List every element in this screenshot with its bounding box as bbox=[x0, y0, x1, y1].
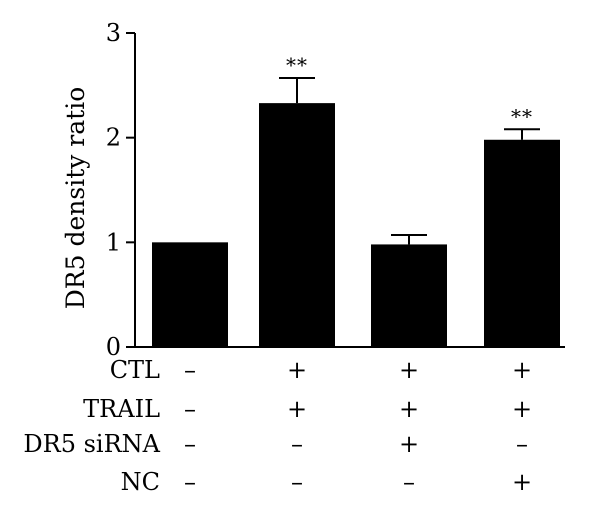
condition-sign: – bbox=[291, 468, 303, 496]
condition-sign: + bbox=[512, 395, 532, 423]
condition-label: NC bbox=[121, 468, 160, 496]
y-tick-label: 1 bbox=[106, 228, 121, 256]
bar bbox=[484, 139, 560, 347]
condition-table: CTL – + + +TRAIL – + + +DR5 siRNA – – + –NC – – – + bbox=[23, 356, 532, 496]
significance-marker: ** bbox=[511, 104, 533, 128]
bar bbox=[152, 242, 228, 347]
condition-label: DR5 siRNA bbox=[23, 430, 160, 458]
condition-label: CTL bbox=[110, 356, 160, 384]
y-tick-label: 3 bbox=[106, 19, 121, 47]
condition-sign: + bbox=[512, 468, 532, 496]
bar bbox=[259, 103, 335, 347]
y-axis-label: DR5 density ratio bbox=[61, 87, 90, 310]
bar bbox=[371, 244, 447, 347]
condition-sign: – bbox=[403, 468, 415, 496]
condition-sign: + bbox=[399, 430, 419, 458]
condition-sign: – bbox=[184, 356, 196, 384]
condition-sign: + bbox=[399, 395, 419, 423]
significance-marker: ** bbox=[286, 53, 308, 77]
condition-sign: + bbox=[287, 356, 307, 384]
significance-markers: ** ** bbox=[286, 53, 533, 128]
condition-sign: + bbox=[287, 395, 307, 423]
y-tick-label: 0 bbox=[106, 333, 121, 361]
bars bbox=[152, 103, 560, 347]
condition-sign: – bbox=[184, 430, 196, 458]
condition-sign: + bbox=[512, 356, 532, 384]
condition-sign: – bbox=[184, 395, 196, 423]
condition-label: TRAIL bbox=[83, 395, 160, 423]
condition-sign: – bbox=[184, 468, 196, 496]
error-bars bbox=[279, 77, 540, 245]
condition-sign: – bbox=[516, 430, 528, 458]
condition-sign: + bbox=[399, 356, 419, 384]
condition-sign: – bbox=[291, 430, 303, 458]
y-tick-label: 2 bbox=[106, 124, 121, 152]
